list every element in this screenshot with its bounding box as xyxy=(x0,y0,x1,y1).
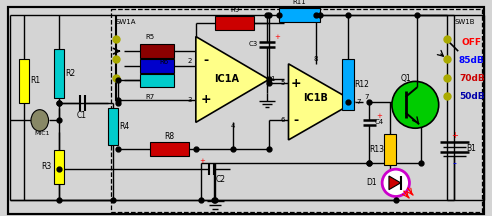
Text: R4: R4 xyxy=(120,122,130,131)
Text: -: - xyxy=(294,114,299,127)
Polygon shape xyxy=(288,64,355,140)
Text: +: + xyxy=(376,113,382,119)
Ellipse shape xyxy=(31,110,49,131)
Text: C1: C1 xyxy=(77,111,87,120)
Bar xyxy=(140,74,174,87)
Polygon shape xyxy=(389,176,400,190)
Text: 7: 7 xyxy=(364,94,369,100)
Text: IC1B: IC1B xyxy=(304,93,328,103)
Text: SW1B: SW1B xyxy=(454,19,475,25)
Text: R11: R11 xyxy=(292,0,306,5)
Bar xyxy=(108,108,118,145)
Text: C4: C4 xyxy=(374,119,384,125)
Text: D1: D1 xyxy=(366,178,377,187)
Text: R3: R3 xyxy=(41,162,52,171)
Text: -: - xyxy=(203,54,208,67)
Text: Q1: Q1 xyxy=(400,74,411,83)
Text: 4: 4 xyxy=(231,123,235,129)
Text: R8: R8 xyxy=(164,132,175,141)
Bar xyxy=(384,134,396,165)
Bar xyxy=(140,44,174,58)
Text: 5: 5 xyxy=(280,80,285,86)
Text: C2: C2 xyxy=(215,175,225,184)
Text: SW1A: SW1A xyxy=(115,19,136,25)
Bar xyxy=(19,59,29,103)
Bar xyxy=(342,59,354,110)
Text: R7: R7 xyxy=(145,94,154,100)
Bar xyxy=(55,150,64,184)
Bar xyxy=(111,9,482,212)
Text: R6: R6 xyxy=(159,59,168,65)
Text: C3: C3 xyxy=(249,41,258,47)
Bar xyxy=(215,16,254,30)
Polygon shape xyxy=(196,37,269,122)
Text: R5: R5 xyxy=(146,35,154,40)
Text: 8: 8 xyxy=(313,56,318,62)
Text: 2: 2 xyxy=(188,58,192,64)
Text: R1: R1 xyxy=(30,76,40,85)
Text: -: - xyxy=(452,158,456,168)
Circle shape xyxy=(392,81,439,128)
Text: +: + xyxy=(451,130,458,140)
Bar xyxy=(55,49,64,98)
Bar xyxy=(140,59,174,73)
Text: IC1A: IC1A xyxy=(215,75,240,84)
Text: 50dB: 50dB xyxy=(459,92,485,100)
Text: R12: R12 xyxy=(354,80,369,89)
Text: R2: R2 xyxy=(65,69,75,78)
Text: +: + xyxy=(291,77,302,90)
Text: +: + xyxy=(274,33,280,40)
Text: +: + xyxy=(200,158,206,164)
Text: +: + xyxy=(200,94,211,106)
Text: MIC1: MIC1 xyxy=(34,131,50,136)
Bar xyxy=(150,142,189,156)
Text: B1: B1 xyxy=(466,144,476,153)
Circle shape xyxy=(382,169,409,197)
Text: 70dB: 70dB xyxy=(459,74,485,83)
Text: R9: R9 xyxy=(230,7,240,13)
Text: OFF: OFF xyxy=(462,38,482,47)
Bar xyxy=(279,8,320,22)
Text: 1: 1 xyxy=(271,76,275,83)
Text: 3: 3 xyxy=(188,97,192,103)
Text: 6: 6 xyxy=(280,118,285,123)
Text: 85dB: 85dB xyxy=(459,56,485,65)
Text: R13: R13 xyxy=(369,145,384,154)
Text: 7: 7 xyxy=(357,99,361,105)
